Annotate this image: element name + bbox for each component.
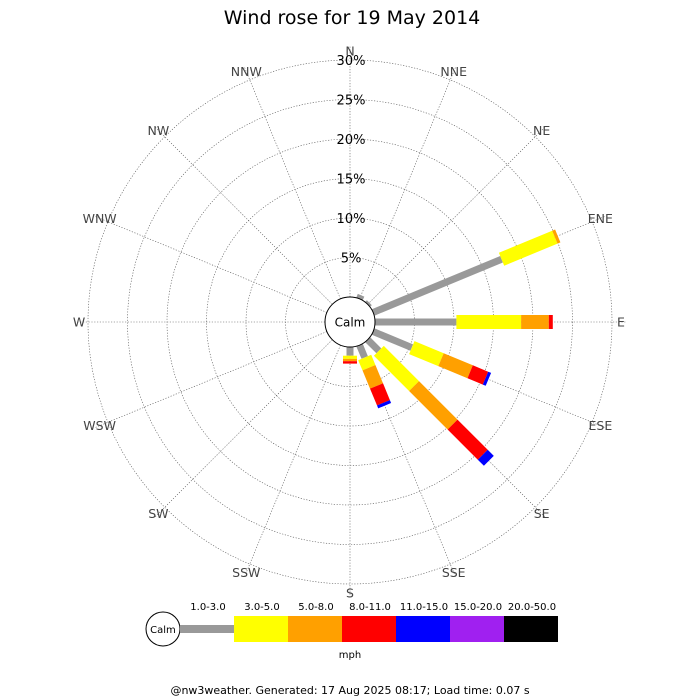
legend-swatch-3-0-5-0 — [234, 616, 288, 642]
legend-label-20-0-50-0: 20.0-50.0 — [508, 602, 556, 613]
footer-text: @nw3weather. Generated: 17 Aug 2025 08:1… — [170, 684, 529, 697]
chart-title: Wind rose for 19 May 2014 — [224, 7, 481, 29]
bar-sse-11-0-15-0 — [377, 400, 392, 409]
direction-label-sse: SSE — [442, 565, 466, 580]
direction-label-e: E — [617, 315, 625, 330]
legend-calm-label: Calm — [150, 625, 176, 636]
bar-ene-3-0-5-0 — [498, 230, 558, 266]
legend-swatch-11-0-15-0 — [396, 616, 450, 642]
direction-label-n: N — [345, 44, 354, 59]
grid-circle-5 — [127, 99, 573, 545]
percent-label-20: 20% — [337, 133, 366, 148]
direction-label-ese: ESE — [589, 418, 613, 433]
direction-label-se: SE — [534, 506, 550, 521]
bar-ene-5-0-8-0 — [552, 229, 561, 244]
calm-label: Calm — [335, 316, 366, 330]
percent-label-15: 15% — [337, 173, 366, 188]
percent-labels: 5% 10% 15% 20% 25% 30% — [337, 54, 366, 267]
legend-label-3-0-5-0: 3.0-5.0 — [244, 602, 279, 613]
bar-ese-11-0-15-0 — [482, 371, 492, 386]
bar-ese-3-0-5-0 — [409, 341, 444, 367]
bar-nne-1-0-3-0 — [356, 293, 365, 301]
calm-center: Calm — [324, 296, 376, 348]
bar-s-1-0-3-0 — [346, 347, 354, 356]
bar-ene-1-0-3-0 — [371, 256, 503, 316]
bar-se-5-0-8-0 — [409, 381, 458, 430]
bar-sse-1-0-3-0 — [356, 343, 368, 359]
legend-swatch-15-0-20-0 — [450, 616, 504, 642]
speed-legend: Calm 1.0-3.0 3.0-5.0 5.0-8.0 8.0-11.0 11.0-1… — [145, 602, 558, 661]
wind-bars — [343, 229, 561, 466]
bar-s-5-0-8-0 — [343, 358, 357, 362]
legend-unit: mph — [339, 650, 361, 661]
direction-label-wnw: WNW — [83, 211, 117, 226]
bar-ese-5-0-8-0 — [438, 353, 473, 379]
legend-swatch-20-0-50-0 — [504, 616, 558, 642]
direction-label-s: S — [346, 586, 354, 601]
percent-label-25: 25% — [337, 94, 366, 109]
bar-e-3-0-5-0 — [456, 315, 522, 329]
bar-se-11-0-15-0 — [477, 449, 494, 466]
bar-e-1-0-3-0 — [375, 318, 457, 326]
direction-label-w: W — [73, 315, 85, 330]
percent-label-5: 5% — [341, 252, 362, 267]
bar-sse-8-0-11-0 — [370, 383, 390, 406]
legend-label-15-0-20-0: 15.0-20.0 — [454, 602, 502, 613]
bar-ese-1-0-3-0 — [371, 328, 414, 351]
direction-label-nnw: NNW — [231, 64, 262, 79]
bar-ne-1-0-3-0 — [365, 300, 372, 307]
direction-labels: N NNE NE ENE E ESE SE SSE S SSW SW WSW W WNW NW NNW — [73, 44, 625, 601]
legend-swatch-1-0-3-0 — [180, 625, 234, 633]
direction-label-ssw: SSW — [232, 565, 260, 580]
legend-label-5-0-8-0: 5.0-8.0 — [298, 602, 333, 613]
bar-s-8-0-11-0 — [343, 361, 357, 364]
bar-se-3-0-5-0 — [373, 345, 419, 391]
legend-swatch-5-0-8-0 — [288, 616, 342, 642]
bar-sse-3-0-5-0 — [358, 354, 376, 371]
grid-circle-6 — [87, 59, 613, 585]
bar-e-5-0-8-0 — [521, 315, 549, 329]
bar-se-1-0-3-0 — [365, 337, 382, 354]
bar-s-3-0-5-0 — [343, 355, 357, 359]
bar-e-8-0-11-0 — [548, 315, 553, 329]
direction-label-nne: NNE — [440, 64, 467, 79]
legend-label-8-0-11-0: 8.0-11.0 — [349, 602, 391, 613]
legend-label-1-0-3-0: 1.0-3.0 — [190, 602, 225, 613]
direction-label-ene: ENE — [588, 211, 613, 226]
percent-label-10: 10% — [337, 212, 366, 227]
legend-label-11-0-15-0: 11.0-15.0 — [400, 602, 448, 613]
direction-label-wsw: WSW — [83, 418, 116, 433]
percent-label-30: 30% — [337, 54, 366, 69]
bar-sse-5-0-8-0 — [362, 365, 383, 389]
direction-label-nw: NW — [148, 123, 170, 138]
calm-circle — [324, 296, 376, 348]
direction-label-ne: NE — [533, 123, 550, 138]
bar-se-8-0-11-0 — [447, 419, 488, 460]
legend-swatch-8-0-11-0 — [342, 616, 396, 642]
bar-ese-8-0-11-0 — [467, 365, 489, 385]
direction-label-sw: SW — [148, 506, 168, 521]
